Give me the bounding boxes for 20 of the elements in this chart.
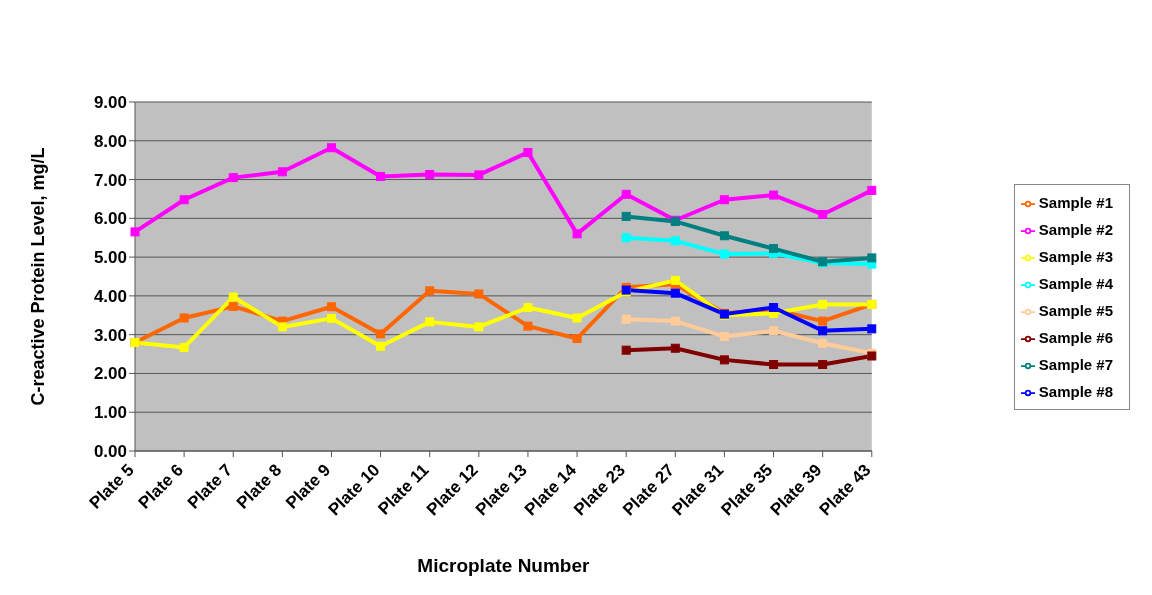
legend-label: Sample #6 <box>1038 329 1113 346</box>
y-tick-label: 8.00 <box>93 131 127 151</box>
x-axis-title: Microplate Number <box>417 555 591 576</box>
legend-label: Sample #3 <box>1038 248 1113 265</box>
legend-label: Sample #2 <box>1038 221 1113 238</box>
y-tick-label: 1.00 <box>93 403 127 423</box>
y-tick-label: 6.00 <box>93 209 127 229</box>
y-tick-label: 9.00 <box>93 93 127 113</box>
y-tick-label: 7.00 <box>93 170 127 190</box>
legend-label: Sample #8 <box>1038 383 1113 400</box>
legend-label: Sample #1 <box>1038 194 1113 211</box>
y-tick-label: 4.00 <box>93 286 127 306</box>
y-tick-label: 0.00 <box>93 442 127 462</box>
legend-label: Sample #5 <box>1038 302 1113 319</box>
y-tick-label: 5.00 <box>93 248 127 268</box>
y-axis-title: C-reactive Protein Level, mg/L <box>28 147 49 406</box>
legend-label: Sample #4 <box>1038 275 1113 292</box>
y-tick-label: 3.00 <box>93 325 127 345</box>
y-tick-label: 2.00 <box>93 364 127 384</box>
legend-label: Sample #7 <box>1038 356 1113 373</box>
